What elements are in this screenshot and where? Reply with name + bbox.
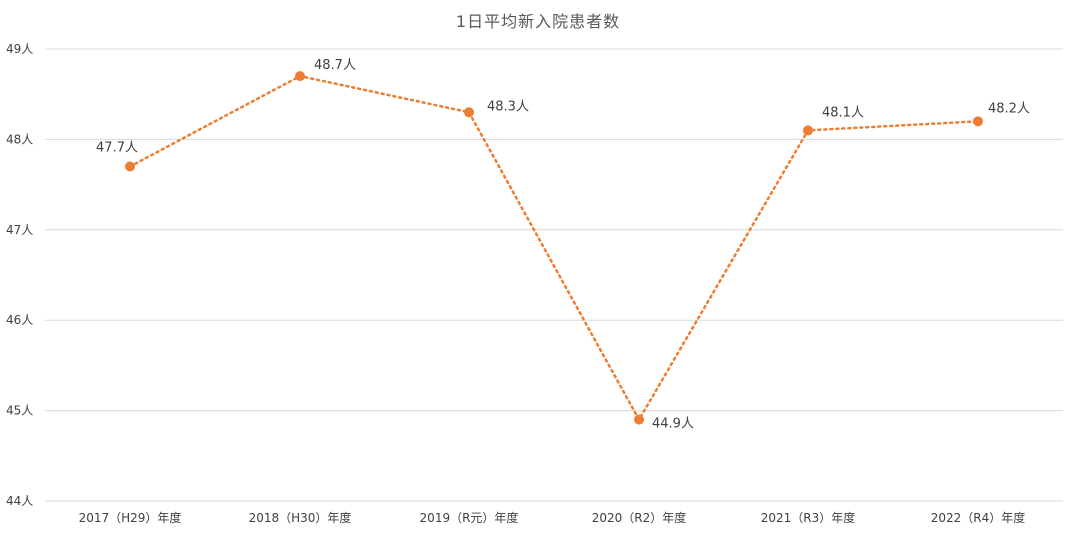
data-point: [464, 107, 474, 118]
data-label: 48.3人: [487, 99, 529, 114]
y-tick-label: 49人: [6, 42, 33, 56]
x-tick-label: 2020（R2）年度: [592, 510, 687, 525]
series-line: [128, 74, 980, 423]
x-tick-label: 2018（H30）年度: [249, 510, 352, 525]
data-labels: 47.7人 48.7人 48.3人 44.9人 48.1人 48.2人: [96, 58, 1030, 432]
data-point: [125, 161, 135, 172]
grid-lines: [45, 48, 1063, 502]
data-point: [634, 414, 644, 425]
data-label: 47.7人: [96, 141, 138, 156]
y-tick-label: 46人: [6, 313, 33, 327]
x-tick-label: 2017（H29）年度: [79, 510, 182, 525]
x-tick-label: 2022（R4）年度: [931, 510, 1026, 525]
data-point: [295, 71, 305, 82]
data-label: 44.9人: [652, 417, 694, 432]
y-tick-label: 44人: [6, 494, 33, 508]
y-axis-ticks: 44人 45人 46人 47人 48人 49人: [6, 42, 33, 508]
x-axis-ticks: 2017（H29）年度 2018（H30）年度 2019（R元）年度 2020（R2）…: [79, 510, 1026, 525]
y-tick-label: 48人: [6, 132, 33, 146]
data-point: [973, 116, 983, 127]
chart-title: 1日平均新入院患者数: [456, 12, 620, 31]
x-tick-label: 2021（R3）年度: [761, 510, 856, 525]
y-tick-label: 47人: [6, 223, 33, 237]
data-label: 48.7人: [314, 58, 356, 73]
data-label: 48.2人: [988, 101, 1030, 116]
y-tick-label: 45人: [6, 404, 33, 418]
series-layer: [125, 71, 983, 425]
x-tick-label: 2019（R元）年度: [420, 510, 519, 525]
data-label: 48.1人: [822, 105, 864, 120]
data-point: [803, 125, 813, 136]
